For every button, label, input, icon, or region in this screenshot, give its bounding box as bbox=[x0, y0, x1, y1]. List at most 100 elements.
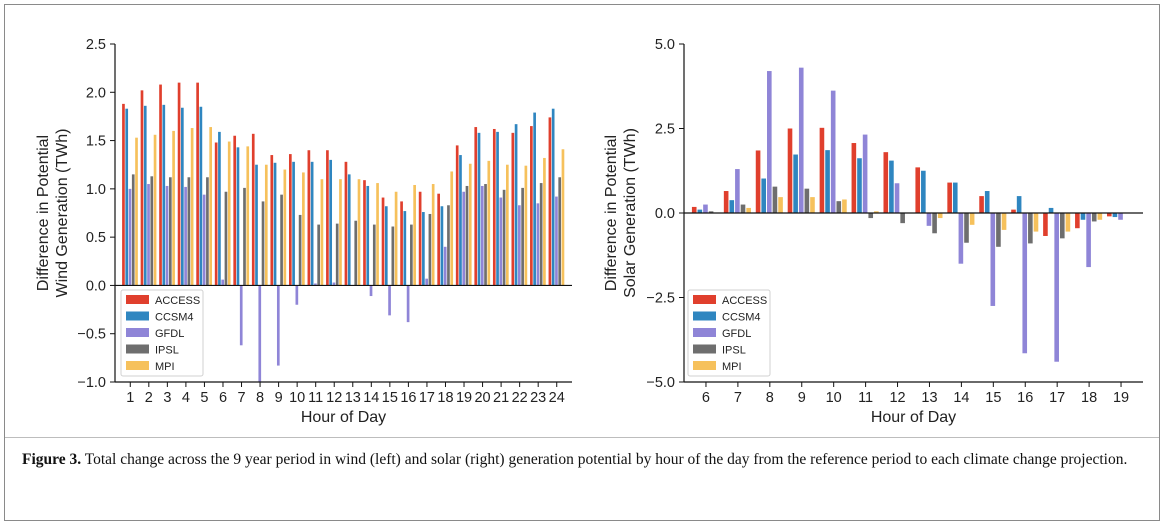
bar-mpi-13 bbox=[357, 179, 361, 286]
legend-swatch-mpi bbox=[126, 361, 149, 370]
bar-mpi-17 bbox=[431, 184, 435, 286]
bar-access-8 bbox=[755, 150, 761, 213]
bar-ccsm4-17 bbox=[1048, 207, 1054, 213]
x-tick-label: 1 bbox=[126, 390, 134, 406]
bar-ipsl-3 bbox=[168, 177, 172, 286]
bar-ccsm4-14 bbox=[952, 182, 958, 213]
y-tick-label: 0.5 bbox=[86, 230, 106, 246]
bar-mpi-22 bbox=[524, 165, 528, 286]
bar-access-17 bbox=[1043, 213, 1048, 236]
bar-access-6 bbox=[214, 142, 218, 286]
bar-access-23 bbox=[530, 126, 533, 286]
bar-gfdl-4 bbox=[184, 186, 187, 286]
bar-ccsm4-24 bbox=[551, 108, 555, 286]
bar-ipsl-21 bbox=[502, 189, 506, 286]
bar-ipsl-4 bbox=[187, 177, 191, 286]
bar-access-1 bbox=[122, 103, 125, 286]
bar-gfdl-18 bbox=[443, 246, 447, 286]
bar-mpi-9 bbox=[283, 169, 287, 286]
bar-gfdl-6 bbox=[703, 204, 708, 213]
bar-access-12 bbox=[883, 152, 889, 213]
bar-ipsl-15 bbox=[996, 213, 1001, 247]
y-tick-label: 2.5 bbox=[655, 122, 675, 138]
bar-ipsl-24 bbox=[558, 177, 562, 286]
bar-gfdl-15 bbox=[990, 213, 996, 306]
bar-gfdl-19 bbox=[1118, 213, 1123, 220]
bar-mpi-2 bbox=[153, 134, 157, 286]
bar-ccsm4-3 bbox=[162, 104, 166, 286]
bar-mpi-24 bbox=[561, 149, 565, 286]
x-tick-label: 14 bbox=[953, 390, 969, 406]
y-tick-label: −2.5 bbox=[646, 291, 675, 307]
bar-ccsm4-21 bbox=[496, 131, 499, 286]
bar-gfdl-22 bbox=[518, 205, 521, 286]
y-tick-label: −0.5 bbox=[77, 327, 106, 343]
bar-gfdl-16 bbox=[406, 285, 410, 323]
bar-ipsl-10 bbox=[298, 214, 302, 286]
caption-divider bbox=[5, 437, 1159, 438]
x-tick-label: 12 bbox=[326, 390, 342, 406]
legend-swatch-access bbox=[126, 295, 149, 304]
x-tick-label: 10 bbox=[289, 390, 305, 406]
bar-gfdl-16 bbox=[1022, 213, 1028, 354]
bar-mpi-4 bbox=[190, 128, 194, 286]
bar-ipsl-14 bbox=[372, 224, 376, 286]
x-tick-label: 19 bbox=[456, 390, 472, 406]
bar-gfdl-18 bbox=[1086, 213, 1091, 268]
x-tick-label: 17 bbox=[1049, 390, 1065, 406]
bar-gfdl-17 bbox=[1054, 213, 1059, 362]
bar-ipsl-8 bbox=[261, 201, 265, 286]
bar-access-13 bbox=[915, 167, 921, 213]
bar-ipsl-5 bbox=[206, 177, 209, 286]
x-tick-label: 16 bbox=[1017, 390, 1033, 406]
bar-ccsm4-22 bbox=[514, 124, 518, 286]
bar-ccsm4-16 bbox=[403, 211, 407, 286]
bar-mpi-14 bbox=[969, 213, 975, 225]
bar-mpi-14 bbox=[376, 183, 379, 286]
bar-access-10 bbox=[288, 154, 292, 286]
bar-gfdl-15 bbox=[388, 285, 391, 316]
bar-ccsm4-4 bbox=[181, 107, 184, 286]
bar-ccsm4-7 bbox=[729, 200, 735, 213]
x-tick-label: 23 bbox=[530, 390, 546, 406]
legend-label-ccsm4: CCSM4 bbox=[722, 312, 761, 324]
x-tick-label: 16 bbox=[400, 390, 416, 406]
bar-ccsm4-2 bbox=[143, 105, 147, 286]
bar-mpi-18 bbox=[450, 171, 454, 286]
legend-swatch-ccsm4 bbox=[693, 311, 716, 321]
bar-access-4 bbox=[177, 82, 181, 286]
bar-ipsl-19 bbox=[465, 185, 469, 286]
x-tick-label: 8 bbox=[256, 390, 264, 406]
bar-ipsl-17 bbox=[1059, 213, 1065, 239]
bar-gfdl-3 bbox=[165, 185, 169, 286]
x-axis-label: Hour of Day bbox=[301, 409, 386, 426]
wind-chart: −1.0−0.50.00.51.01.52.02.51 2 3 4 5 6 7 8 9 10 11 1… bbox=[35, 37, 572, 426]
bar-access-19 bbox=[455, 145, 459, 286]
bar-ccsm4-6 bbox=[697, 209, 703, 213]
y-axis-label: Solar Generation (TWh) bbox=[622, 128, 639, 298]
x-tick-label: 5 bbox=[200, 390, 208, 406]
bar-access-18 bbox=[1075, 213, 1080, 229]
bar-access-10 bbox=[819, 127, 825, 213]
bar-gfdl-10 bbox=[295, 285, 299, 305]
bar-mpi-17 bbox=[1065, 213, 1071, 232]
x-tick-label: 19 bbox=[1113, 390, 1129, 406]
bar-access-7 bbox=[723, 191, 729, 213]
x-axis-label: Hour of Day bbox=[871, 409, 956, 426]
bar-ipsl-13 bbox=[932, 213, 937, 234]
bar-mpi-16 bbox=[1033, 213, 1039, 232]
y-tick-label: 1.0 bbox=[86, 182, 106, 198]
bar-mpi-9 bbox=[810, 197, 815, 213]
legend-swatch-access bbox=[693, 295, 716, 304]
bar-gfdl-24 bbox=[555, 196, 558, 286]
bar-ipsl-14 bbox=[964, 213, 969, 243]
bar-ipsl-10 bbox=[836, 201, 842, 213]
bar-ccsm4-18 bbox=[1080, 213, 1086, 220]
bar-access-3 bbox=[159, 84, 162, 286]
bar-mpi-1 bbox=[135, 137, 138, 286]
x-tick-label: 11 bbox=[308, 390, 323, 406]
bar-gfdl-20 bbox=[480, 185, 484, 286]
bar-mpi-12 bbox=[339, 179, 342, 286]
bar-ccsm4-9 bbox=[273, 162, 277, 286]
x-tick-label: 20 bbox=[474, 390, 490, 406]
